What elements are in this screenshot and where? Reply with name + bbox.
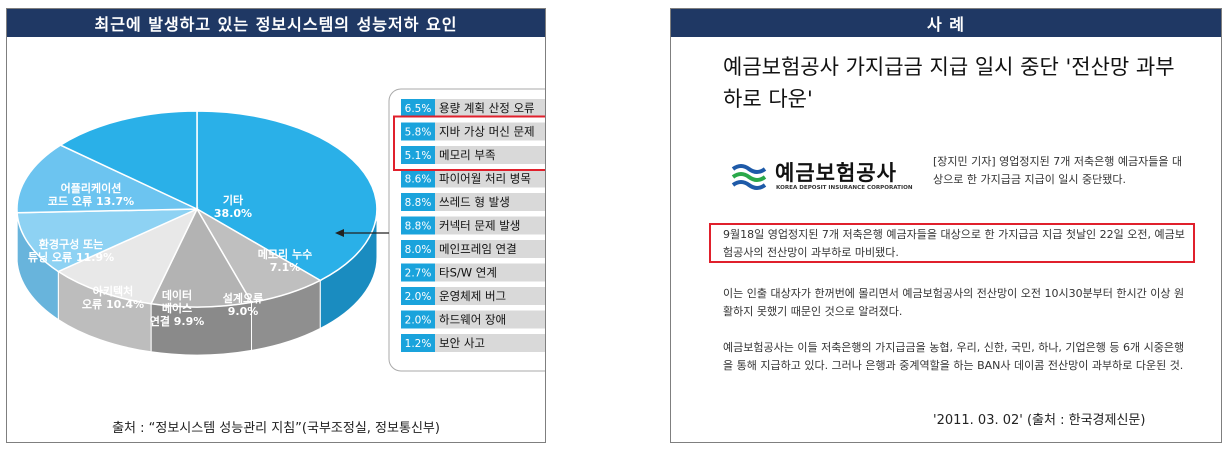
pie-slice-label: 기타 38.0% [214,193,252,220]
pie-top [16,110,378,308]
breakdown-pct: 5.1% [405,150,432,162]
chart-panel-title: 최근에 발생하고 있는 정보시스템의 성능저하 요인 [7,9,545,37]
pie-slice [56,207,199,305]
article-paragraph-2: 이는 인출 대상자가 한꺼번에 몰리면서 예금보험공사의 전산망이 오전 10시… [723,287,1185,318]
kdic-logo-subtitle: KOREA DEPOSIT INSURANCE CORPORATION [776,185,913,191]
breakdown-row: 2.0% 운영체제 버그 [401,287,545,305]
breakdown-label: 하드웨어 장애 [439,313,506,327]
pie-slice [58,110,198,211]
breakdown-label: 커넥터 문제 발생 [439,219,520,233]
chart-panel: 최근에 발생하고 있는 정보시스템의 성능저하 요인 기타 38.0% 메모리 누수… [6,8,546,443]
case-panel: 사 례 예금보험공사 가지급금 지급 일시 중단 '전산망 과부하로 다운' 예… [670,8,1222,443]
breakdown-label: 용량 계획 산정 오류 [439,101,535,115]
highlight-box [709,223,1195,263]
breakdown-row: 2.0% 하드웨어 장애 [401,310,545,329]
breakdown-row: 6.5% 용량 계획 산정 오류 [401,99,545,117]
pie-slice-label: 데이터 베이스 연결 9.9% [150,288,205,328]
breakdown-row: 2.7% 타S/W 연계 [401,263,545,282]
arrow-head-icon [335,229,344,237]
article-paragraph-3: 예금보험공사는 이들 저축은행의 가지급금을 농협, 우리, 신한, 국민, 하… [723,341,1185,372]
breakdown-row: 8.8% 커넥터 문제 발생 [401,216,545,235]
kdic-logo: 예금보험공사 KOREA DEPOSIT INSURANCE CORPORATI… [729,157,913,201]
breakdown-pct: 2.0% [405,291,432,303]
breakdown-pct: 8.8% [405,221,432,233]
breakdown-row: 1.2% 보안 사고 [401,334,545,352]
breakdown-label: 운영체제 버그 [439,289,506,303]
breakdown-label: 메인프레임 연결 [439,242,517,256]
breakdown-row: 8.8% 쓰레드 형 발생 [401,193,545,211]
pie-slice [196,110,378,282]
pie-slice-label: 아키텍처 오류 10.4% [82,284,144,311]
pie-slice [16,208,198,273]
article-highlight: 9월18일 영업정지된 7개 저축은행 예금자들을 대상으로 한 가지급금 지급… [723,228,1185,259]
breakdown-pct: 2.0% [405,315,432,327]
pie-slice-label: 설계오류 9.0% [223,291,263,318]
breakdown-label: 보안 사고 [439,336,485,350]
breakdown-pct: 2.7% [405,268,432,280]
breakdown-pct: 6.5% [405,103,432,115]
breakdown-label: 파이어월 처리 병목 [439,172,531,186]
pie-chart: 기타 38.0%메모리 누수 7.1% 설계오류 9.0% 데이터 베이스 연결 9.9%아키… [16,88,545,372]
breakdown-row: 8.6% 파이어월 처리 병목 [401,169,545,188]
pie-slice-label: 어플리케이션 코드 오류 13.7% [48,181,134,208]
pie-slice [149,207,253,308]
breakdown-row: 5.1% 메모리 부족 [401,146,545,164]
highlight-box [393,115,545,171]
breakdown-row: 8.0% 메인프레임 연결 [401,240,545,258]
breakdown-pct: 8.6% [405,174,432,186]
case-panel-title: 사 례 [671,9,1221,37]
breakdown-pct: 8.8% [405,197,432,209]
breakdown-label: 쓰레드 형 발생 [439,195,510,209]
pie-slice-label: 환경구성 또는 튜닝 오류 11.9% [28,237,114,264]
article-headline: 예금보험공사 가지급금 지급 일시 중단 '전산망 과부하로 다운' [723,55,1175,111]
chart-source: 출처 : “정보시스템 성능관리 지침”(국부조정실, 정보통신부) [112,421,440,436]
kdic-logo-name: 예금보험공사 [775,161,897,185]
breakdown-pct: 8.0% [405,244,432,256]
article-date: '2011. 03. 02' (출처 : 한국경제신문) [933,413,1146,428]
breakdown-row: 5.8% 지바 가상 머신 문제 [401,122,545,141]
breakdown-pct: 1.2% [405,338,432,350]
breakdown-pct: 5.8% [405,127,432,139]
article-lead: [장지민 기자] 영업정지된 7개 저축은행 예금자들을 대상으로 한 가지급금… [933,155,1183,186]
breakdown-label: 메모리 부족 [439,148,496,162]
pie-slice [16,144,198,214]
pie-slice-label: 메모리 누수 7.1% [258,247,312,274]
kdic-logo-icon [731,164,767,190]
breakdown-label: 지바 가상 머신 문제 [439,125,535,139]
breakdown-label: 타S/W 연계 [439,266,497,280]
